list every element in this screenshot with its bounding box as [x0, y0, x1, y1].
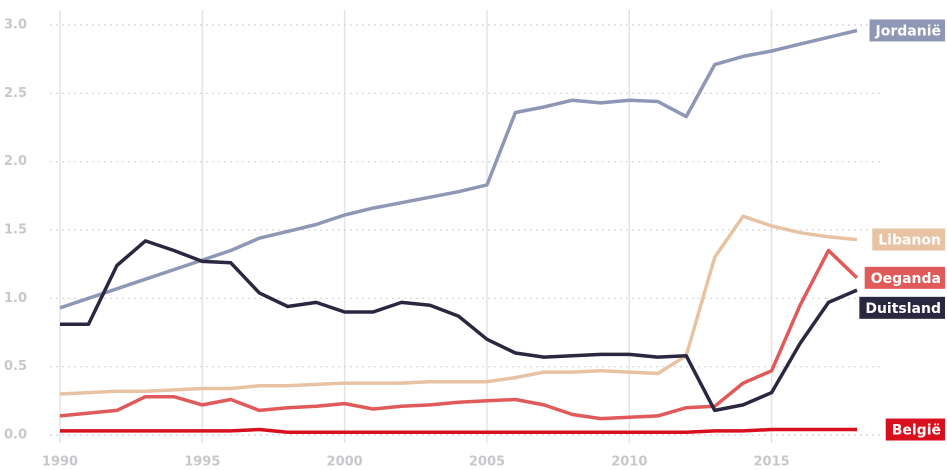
y-tick-label: 3.0	[4, 18, 27, 33]
x-tick-label: 2010	[611, 455, 647, 470]
legend-item: België	[885, 418, 945, 441]
line	[59, 248, 859, 421]
y-tick-label: 1.0	[4, 291, 27, 306]
legend-box	[869, 19, 945, 42]
line	[59, 28, 858, 310]
x-tick-label: 2005	[469, 455, 505, 470]
line	[60, 239, 858, 413]
x-tick-label: 2015	[754, 455, 790, 470]
legend-box	[885, 418, 945, 441]
y-tick-label: 2.5	[4, 86, 27, 101]
legend-box	[859, 296, 945, 319]
legend-item: Jordanië	[869, 19, 945, 42]
y-tick-label: 0.0	[4, 428, 27, 443]
legend-box	[872, 228, 945, 251]
legend-label: Libanon	[878, 233, 941, 249]
legend-item: Duitsland	[859, 296, 945, 319]
legend-label: Oeganda	[871, 271, 941, 287]
legend-item: Oeganda	[864, 266, 945, 289]
x-tick-label: 1990	[42, 455, 78, 470]
x-tick-label: 1995	[184, 455, 220, 470]
legend-label: Duitsland	[865, 301, 941, 317]
line	[59, 214, 858, 396]
y-tick-label: 0.5	[4, 359, 27, 374]
line	[60, 427, 857, 435]
legend-item: Libanon	[872, 228, 945, 251]
y-tick-label: 1.5	[4, 223, 27, 238]
legend-box	[864, 266, 945, 289]
y-tick-label: 2.0	[4, 154, 27, 169]
legend-label: Jordanië	[875, 23, 941, 39]
legend-label: België	[892, 423, 941, 439]
x-tick-label: 2000	[327, 455, 363, 470]
